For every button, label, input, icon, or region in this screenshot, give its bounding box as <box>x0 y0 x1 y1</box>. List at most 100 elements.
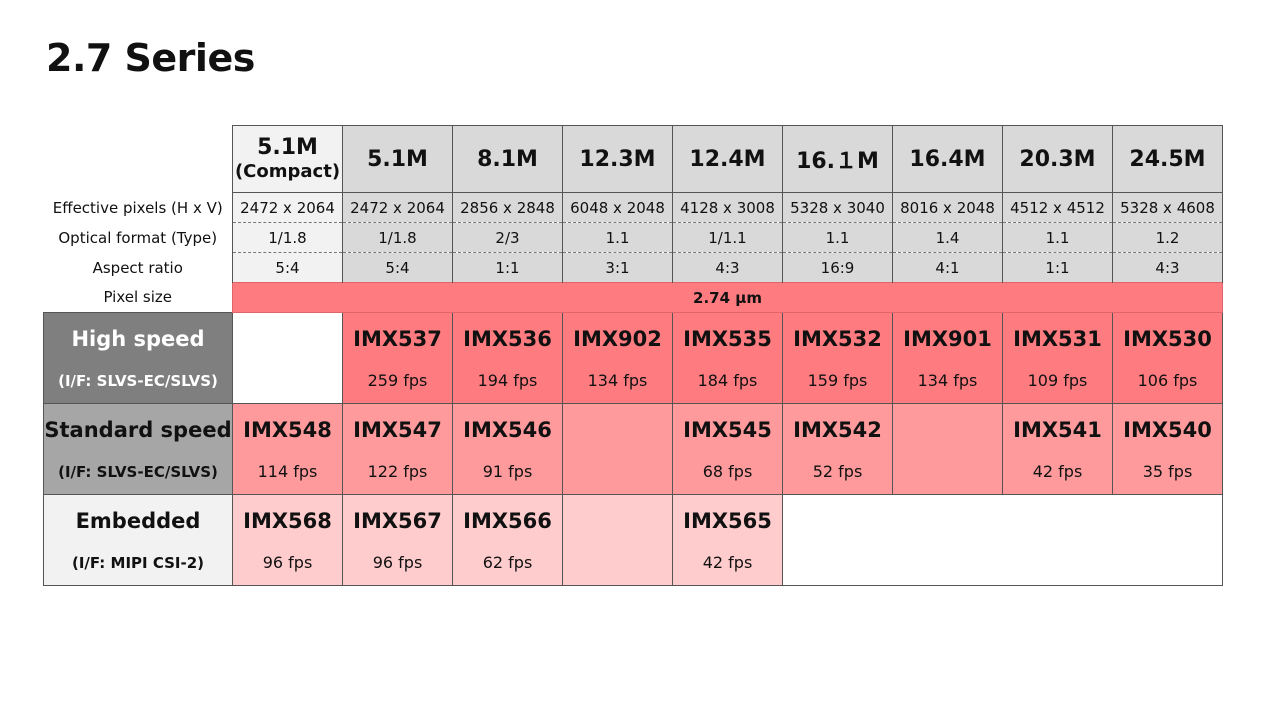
spec-value: 5:4 <box>232 252 343 283</box>
sensor-cell: IMX530 106 fps <box>1112 312 1223 404</box>
pixel-size-value: 2.74 µm <box>232 282 1223 313</box>
spec-value: 1:1 <box>452 252 563 283</box>
sensor-fps: 96 fps <box>262 553 313 572</box>
column-header: 16.１M <box>782 125 893 193</box>
category-label: Standard speed (I/F: SLVS-EC/SLVS) <box>43 403 233 495</box>
spec-value: 1.1 <box>1002 222 1113 253</box>
sensor-model: IMX530 <box>1123 327 1212 351</box>
sensor-cell: IMX535 184 fps <box>672 312 783 404</box>
sensor-cell: IMX565 42 fps <box>672 494 783 586</box>
sensor-model: IMX545 <box>683 418 772 442</box>
sensor-model: IMX567 <box>353 509 442 533</box>
spec-value: 3:1 <box>562 252 673 283</box>
sensor-cell: IMX901 134 fps <box>892 312 1003 404</box>
empty-sensor-cell <box>892 403 1003 495</box>
sensor-cell: IMX541 42 fps <box>1002 403 1113 495</box>
sensor-model: IMX547 <box>353 418 442 442</box>
sensor-model: IMX566 <box>463 509 552 533</box>
spec-value: 5328 x 3040 <box>782 192 893 223</box>
sensor-model: IMX541 <box>1013 418 1102 442</box>
row-label: Pixel size <box>43 282 233 313</box>
spec-value: 6048 x 2048 <box>562 192 673 223</box>
sensor-fps: 91 fps <box>482 462 533 481</box>
sensor-cell: IMX532 159 fps <box>782 312 893 404</box>
sensor-fps: 114 fps <box>257 462 318 481</box>
sensor-model: IMX542 <box>793 418 882 442</box>
spec-value: 2856 x 2848 <box>452 192 563 223</box>
column-header: 16.4M <box>892 125 1003 193</box>
sensor-model: IMX536 <box>463 327 552 351</box>
sensor-fps: 68 fps <box>702 462 753 481</box>
spec-value: 1/1.8 <box>342 222 453 253</box>
empty-embedded-area <box>782 494 1223 586</box>
sensor-cell: IMX566 62 fps <box>452 494 563 586</box>
spec-value: 1.4 <box>892 222 1003 253</box>
sensor-cell: IMX548 114 fps <box>232 403 343 495</box>
sensor-fps: 96 fps <box>372 553 423 572</box>
sensor-cell: IMX537 259 fps <box>342 312 453 404</box>
spec-value: 1.2 <box>1112 222 1223 253</box>
sensor-cell: IMX531 109 fps <box>1002 312 1113 404</box>
row-label: Aspect ratio <box>43 252 233 283</box>
sensor-fps: 194 fps <box>477 371 538 390</box>
spec-value: 2/3 <box>452 222 563 253</box>
sensor-cell: IMX542 52 fps <box>782 403 893 495</box>
spec-value: 5:4 <box>342 252 453 283</box>
column-header: 20.3M <box>1002 125 1113 193</box>
column-header: 12.4M <box>672 125 783 193</box>
sensor-cell: IMX547 122 fps <box>342 403 453 495</box>
sensor-fps: 259 fps <box>367 371 428 390</box>
spec-value: 4:1 <box>892 252 1003 283</box>
category-label: High speed (I/F: SLVS-EC/SLVS) <box>43 312 233 404</box>
empty-sensor-cell <box>562 403 673 495</box>
sensor-model: IMX540 <box>1123 418 1212 442</box>
column-header: 12.3M <box>562 125 673 193</box>
page-title: 2.7 Series <box>46 36 255 80</box>
sensor-model: IMX537 <box>353 327 442 351</box>
category-label: Embedded (I/F: MIPI CSI-2) <box>43 494 233 586</box>
empty-sensor-cell <box>232 312 343 404</box>
category-interface: (I/F: SLVS-EC/SLVS) <box>58 372 218 390</box>
sensor-fps: 106 fps <box>1137 371 1198 390</box>
resolution-header-row: 5.1M (Compact) 5.1M 8.1M 12.3M 12.4M 16.… <box>43 125 1223 193</box>
sensor-fps: 62 fps <box>482 553 533 572</box>
sensor-model: IMX531 <box>1013 327 1102 351</box>
sensor-cell: IMX546 91 fps <box>452 403 563 495</box>
sensor-model: IMX548 <box>243 418 332 442</box>
spec-value: 2472 x 2064 <box>342 192 453 223</box>
sensor-cell: IMX902 134 fps <box>562 312 673 404</box>
sensor-cell: IMX540 35 fps <box>1112 403 1223 495</box>
column-header: 8.1M <box>452 125 563 193</box>
high-speed-row: High speed (I/F: SLVS-EC/SLVS) IMX537 259… <box>43 312 1223 404</box>
sensor-fps: 42 fps <box>1032 462 1083 481</box>
effective-pixels-row: Effective pixels (H x V) 2472 x 2064 247… <box>43 192 1223 223</box>
spec-value: 1/1.8 <box>232 222 343 253</box>
spec-value: 1.1 <box>562 222 673 253</box>
sensor-cell: IMX568 96 fps <box>232 494 343 586</box>
row-label: Effective pixels (H x V) <box>43 192 233 223</box>
sensor-fps: 159 fps <box>807 371 868 390</box>
sensor-model: IMX568 <box>243 509 332 533</box>
sensor-fps: 109 fps <box>1027 371 1088 390</box>
sensor-model: IMX535 <box>683 327 772 351</box>
column-header: 5.1M (Compact) <box>232 125 343 193</box>
empty-sensor-cell <box>562 494 673 586</box>
optical-format-row: Optical format (Type) 1/1.8 1/1.8 2/3 1.… <box>43 222 1223 253</box>
sensor-cell: IMX536 194 fps <box>452 312 563 404</box>
embedded-row: Embedded (I/F: MIPI CSI-2) IMX568 96 fps … <box>43 494 1223 586</box>
aspect-ratio-row: Aspect ratio 5:4 5:4 1:1 3:1 4:3 16:9 4:… <box>43 252 1223 283</box>
column-variant: (Compact) <box>234 161 341 182</box>
sensor-model: IMX902 <box>573 327 662 351</box>
sensor-fps: 122 fps <box>367 462 428 481</box>
column-header: 5.1M <box>342 125 453 193</box>
sensor-model: IMX546 <box>463 418 552 442</box>
spec-value: 4128 x 3008 <box>672 192 783 223</box>
sensor-fps: 52 fps <box>812 462 863 481</box>
sensor-fps: 184 fps <box>697 371 758 390</box>
sensor-model: IMX532 <box>793 327 882 351</box>
category-name: Standard speed <box>44 418 232 442</box>
column-header: 24.5M <box>1112 125 1223 193</box>
pixel-size-row: Pixel size 2.74 µm <box>43 282 1223 313</box>
sensor-fps: 42 fps <box>702 553 753 572</box>
sensor-model: IMX565 <box>683 509 772 533</box>
